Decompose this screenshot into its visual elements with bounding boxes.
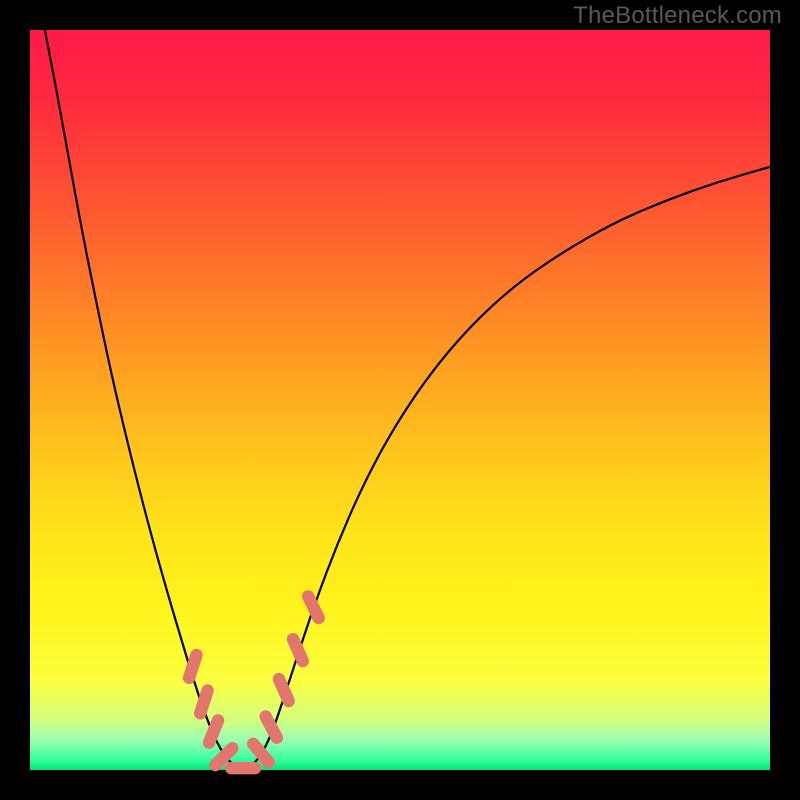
bottleneck-curve-plot — [0, 0, 800, 800]
gradient-background — [30, 30, 770, 770]
curve-marker — [225, 762, 261, 774]
chart-container: TheBottleneck.com — [0, 0, 800, 800]
watermark-text: TheBottleneck.com — [573, 2, 782, 30]
